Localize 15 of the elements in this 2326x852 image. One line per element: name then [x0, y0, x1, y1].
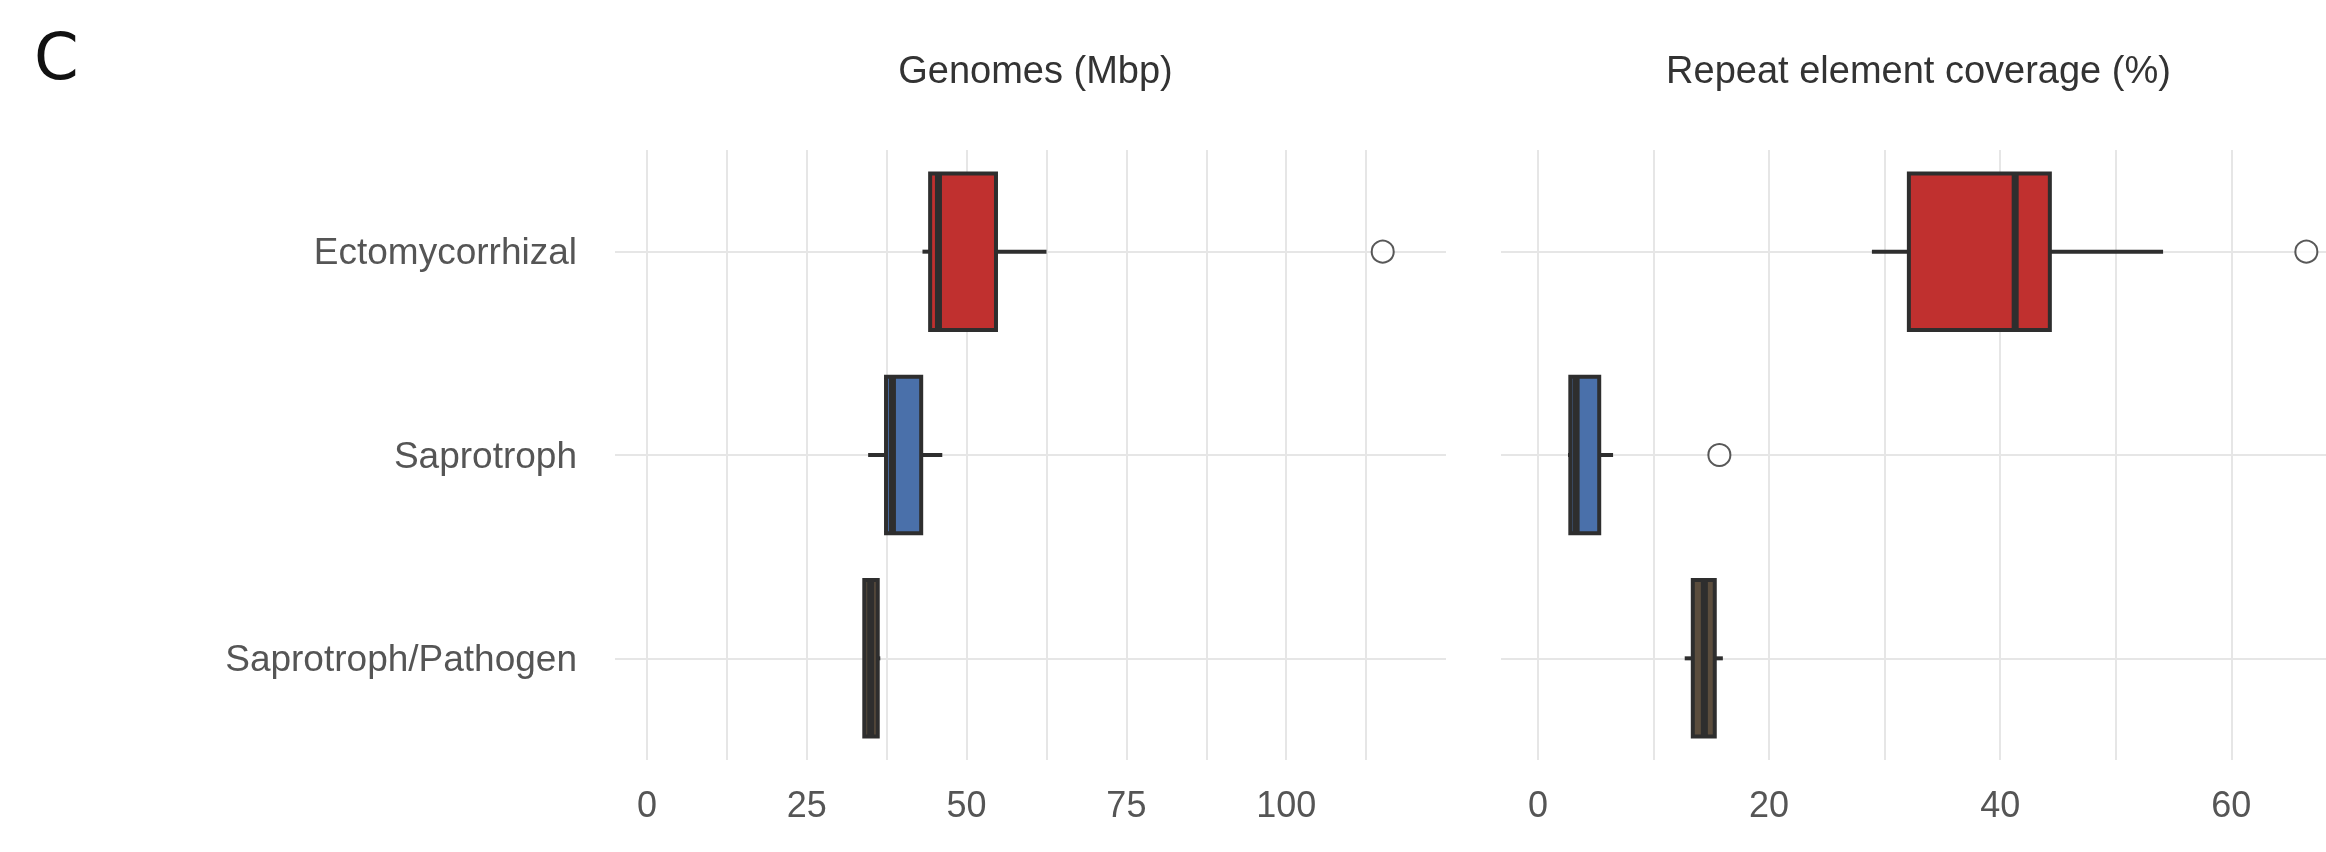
y-tick-label: Saprotroph/Pathogen: [225, 637, 577, 679]
x-tick-label: 0: [636, 783, 657, 825]
chart-title: Repeat element coverage (%): [1666, 49, 2171, 91]
y-tick-label: Ectomycorrhizal: [313, 231, 577, 273]
x-tick-label: 20: [1749, 783, 1790, 825]
x-tick-label: 40: [1980, 783, 2021, 825]
y-tick-label: Saprotroph: [393, 434, 577, 476]
x-tick-label: 75: [1106, 783, 1147, 825]
x-tick-label: 100: [1256, 783, 1317, 825]
x-tick-label: 0: [1527, 783, 1548, 825]
chart-title: Genomes (Mbp): [898, 49, 1173, 91]
x-tick-label: 50: [946, 783, 987, 825]
text: C: [34, 20, 79, 94]
x-tick-label: 25: [786, 783, 827, 825]
x-tick-label: 60: [2211, 783, 2252, 825]
